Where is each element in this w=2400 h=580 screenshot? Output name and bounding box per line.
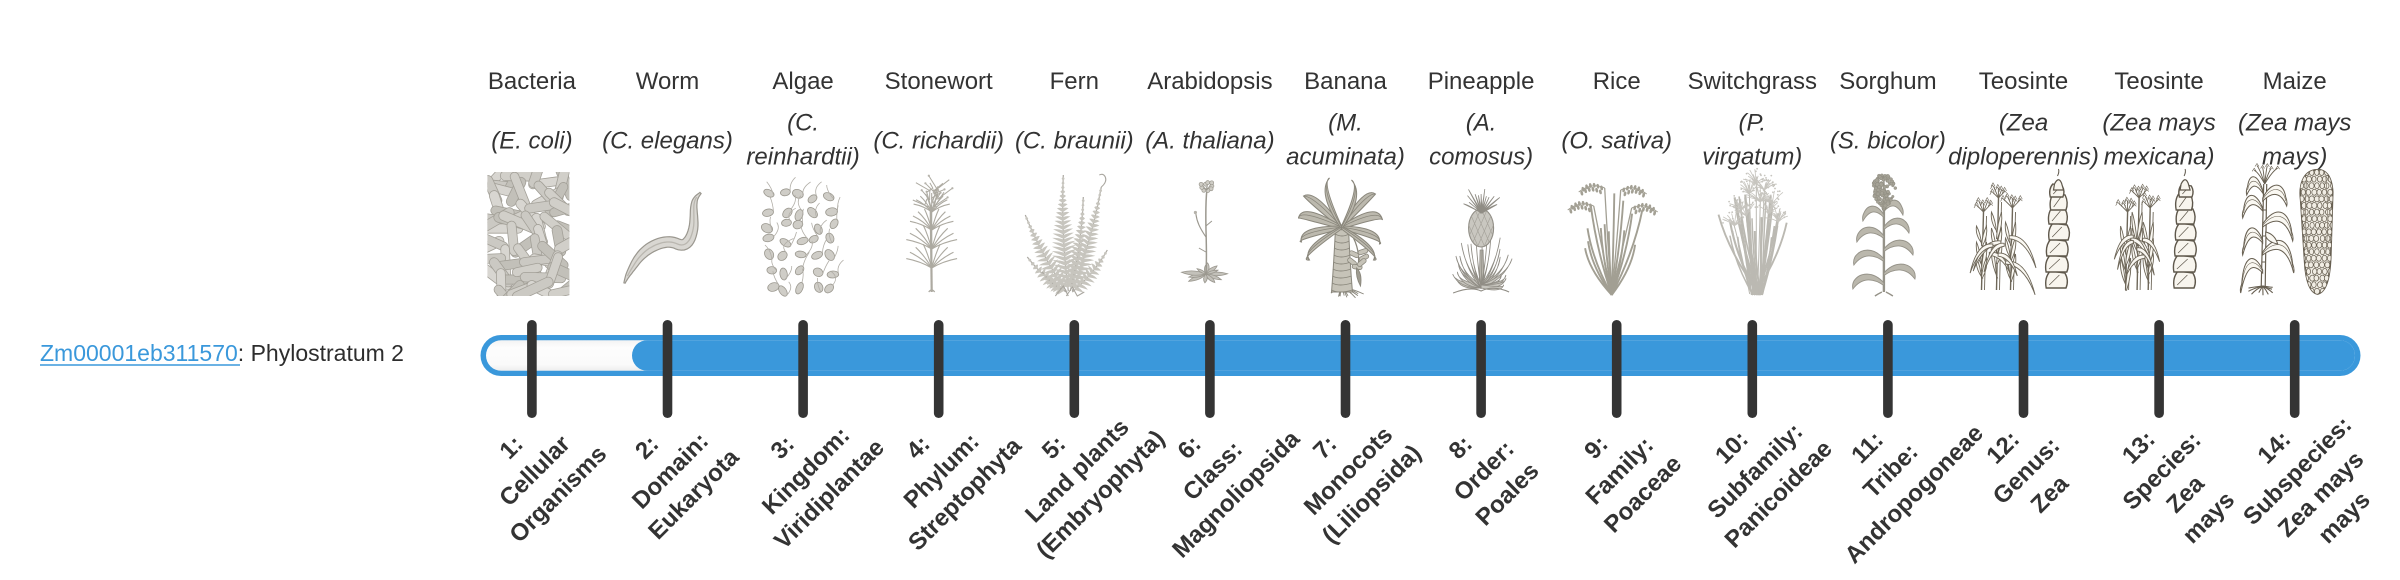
svg-text:Bacteria: Bacteria [488, 68, 577, 95]
svg-text:mexicana): mexicana) [2104, 144, 2215, 171]
svg-text:(C.: (C. [787, 110, 819, 137]
svg-text:12:Genus:Zea: 12:Genus:Zea [1964, 409, 2088, 533]
svg-text:Zm00001eb311570: Phylostratum: Zm00001eb311570: Phylostratum 2 [40, 340, 404, 366]
svg-text:Algae: Algae [772, 68, 833, 95]
svg-text:(P.: (P. [1739, 110, 1767, 137]
svg-text:Maize: Maize [2263, 68, 2327, 95]
svg-text:(C. braunii): (C. braunii) [1015, 128, 1134, 155]
svg-text:reinhardtii): reinhardtii) [746, 144, 859, 171]
svg-text:Sorghum: Sorghum [1839, 68, 1936, 95]
svg-text:1:CellularOrganisms: 1:CellularOrganisms [458, 394, 612, 548]
svg-text:Banana: Banana [1304, 68, 1387, 95]
svg-text:acuminata): acuminata) [1286, 144, 1405, 171]
svg-text:(A. thaliana): (A. thaliana) [1145, 128, 1274, 155]
svg-text:Pineapple: Pineapple [1428, 68, 1535, 95]
svg-text:(A.: (A. [1466, 110, 1497, 137]
svg-text:Switchgrass: Switchgrass [1688, 68, 1817, 95]
svg-text:(O. sativa): (O. sativa) [1561, 128, 1672, 155]
svg-text:13:Species:Zeamays: 13:Species:Zeamays [2094, 403, 2253, 562]
svg-text:14:Subspecies:Zea maysmays: 14:Subspecies:Zea maysmays [2215, 388, 2400, 577]
svg-text:(S. bicolor): (S. bicolor) [1830, 128, 1946, 155]
svg-text:Fern: Fern [1050, 68, 1099, 95]
svg-text:Arabidopsis: Arabidopsis [1147, 68, 1272, 95]
svg-text:(C. richardii): (C. richardii) [873, 128, 1004, 155]
svg-text:(Zea mays: (Zea mays [2238, 110, 2351, 137]
svg-text:8:Order:Poales: 8:Order:Poales [1424, 411, 1544, 531]
svg-text:(M.: (M. [1328, 110, 1363, 137]
svg-text:2:Domain:Eukaryota: 2:Domain:Eukaryota [597, 397, 745, 545]
svg-text:(Zea mays: (Zea mays [2102, 110, 2215, 137]
svg-text:virgatum): virgatum) [1702, 144, 1802, 171]
svg-text:Teosinte: Teosinte [1979, 68, 2068, 95]
svg-text:(E. coli): (E. coli) [491, 128, 572, 155]
svg-text:Stonewort: Stonewort [885, 68, 993, 95]
svg-text:(C. elegans): (C. elegans) [602, 128, 733, 155]
svg-text:Worm: Worm [636, 68, 700, 95]
svg-text:(Zea: (Zea [1999, 110, 2048, 137]
svg-text:diploperennis): diploperennis) [1948, 144, 2099, 171]
svg-text:comosus): comosus) [1429, 144, 1533, 171]
svg-text:mays): mays) [2262, 144, 2327, 171]
svg-text:Rice: Rice [1593, 68, 1641, 95]
svg-text:Teosinte: Teosinte [2114, 68, 2203, 95]
svg-text:9:Family:Poaceae: 9:Family:Poaceae [1552, 404, 1687, 539]
